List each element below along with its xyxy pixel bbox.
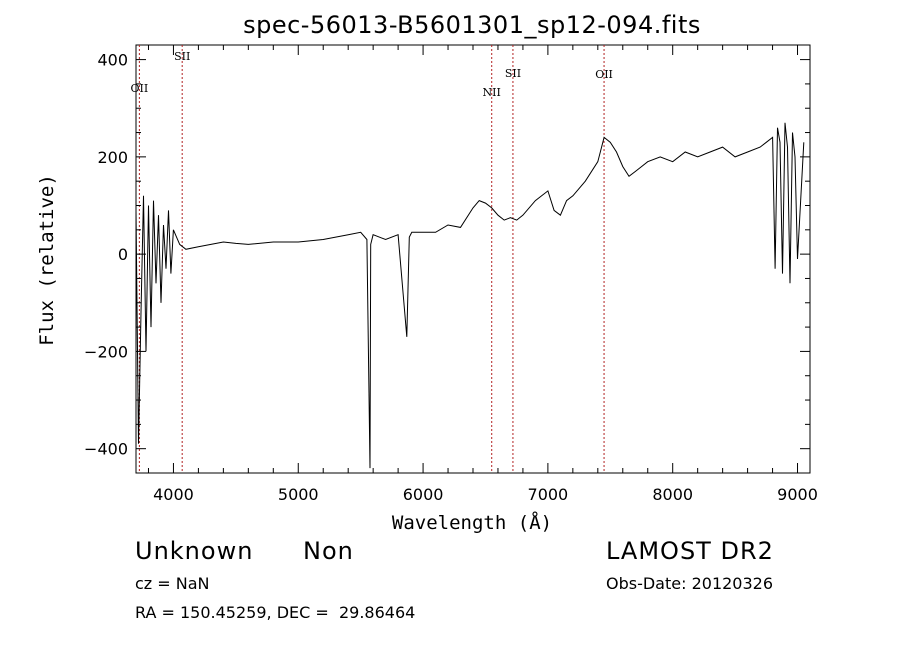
y-tick-label: 0: [118, 245, 128, 264]
radec-value: RA = 150.45259, DEC = 29.86464: [135, 603, 416, 622]
x-tick-label: 6000: [403, 485, 444, 504]
subclass-label: Non: [303, 537, 354, 565]
marker-label: SII: [174, 50, 190, 63]
marker-label: OII: [131, 82, 149, 95]
x-tick-label: 8000: [652, 485, 693, 504]
y-tick-label: −400: [84, 440, 128, 459]
y-tick-label: −200: [84, 342, 128, 361]
x-tick-label: 5000: [278, 485, 319, 504]
spectrum-line: [135, 122, 805, 469]
x-tick-label: 9000: [777, 485, 818, 504]
cz-value: cz = NaN: [135, 574, 210, 593]
y-tick-label: 400: [97, 51, 128, 70]
chart-title: spec-56013-B5601301_sp12-094.fits: [243, 11, 701, 39]
y-axis-label: Flux (relative): [36, 174, 58, 346]
plot-frame: [135, 44, 811, 474]
x-tick-label: 4000: [153, 485, 194, 504]
emission-line-markers: OII SII NII SII OII: [131, 45, 613, 473]
class-label: Unknown: [135, 537, 254, 565]
marker-label: OII: [595, 68, 613, 81]
marker-label: SII: [505, 67, 521, 80]
obs-date: Obs-Date: 20120326: [606, 574, 774, 593]
marker-label: NII: [483, 86, 501, 99]
survey-label: LAMOST DR2: [606, 537, 774, 565]
axis-ticks: 4000 5000 6000 7000 8000 9000 −400 −200 0 200 400: [84, 45, 818, 504]
y-tick-label: 200: [97, 148, 128, 167]
x-axis-label: Wavelength (Å): [392, 511, 552, 534]
x-tick-label: 7000: [528, 485, 569, 504]
